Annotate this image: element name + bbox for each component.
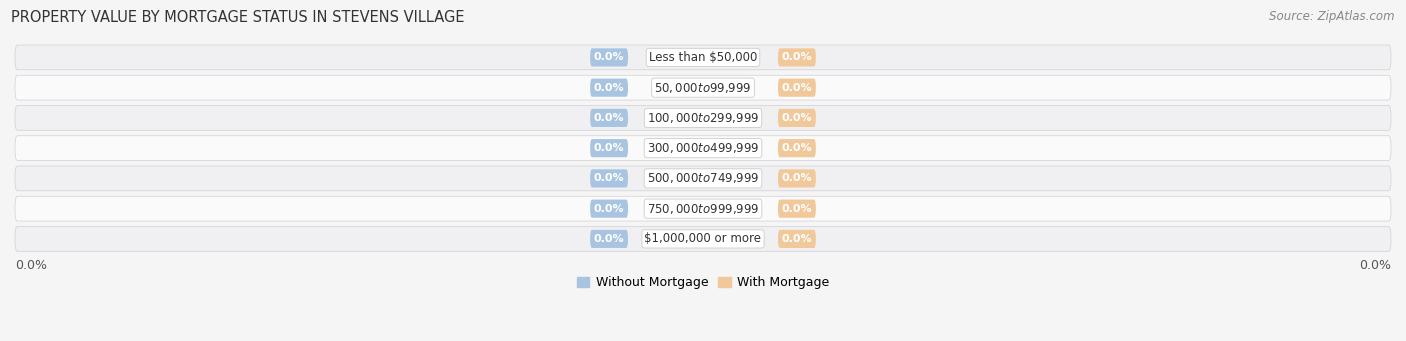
Text: $100,000 to $299,999: $100,000 to $299,999 (647, 111, 759, 125)
FancyBboxPatch shape (15, 226, 1391, 251)
FancyBboxPatch shape (15, 45, 1391, 70)
FancyBboxPatch shape (591, 109, 628, 127)
Text: $300,000 to $499,999: $300,000 to $499,999 (647, 141, 759, 155)
Text: 0.0%: 0.0% (593, 143, 624, 153)
FancyBboxPatch shape (591, 199, 628, 218)
Text: 0.0%: 0.0% (782, 113, 813, 123)
Text: Source: ZipAtlas.com: Source: ZipAtlas.com (1270, 10, 1395, 23)
FancyBboxPatch shape (778, 169, 815, 188)
Text: 0.0%: 0.0% (593, 53, 624, 62)
Text: 0.0%: 0.0% (593, 83, 624, 93)
Text: 0.0%: 0.0% (593, 174, 624, 183)
Text: $750,000 to $999,999: $750,000 to $999,999 (647, 202, 759, 216)
FancyBboxPatch shape (15, 196, 1391, 221)
FancyBboxPatch shape (778, 109, 815, 127)
FancyBboxPatch shape (778, 78, 815, 97)
Text: 0.0%: 0.0% (782, 174, 813, 183)
Text: Less than $50,000: Less than $50,000 (648, 51, 758, 64)
FancyBboxPatch shape (591, 230, 628, 248)
Text: $500,000 to $749,999: $500,000 to $749,999 (647, 172, 759, 186)
FancyBboxPatch shape (778, 230, 815, 248)
Text: 0.0%: 0.0% (782, 204, 813, 214)
FancyBboxPatch shape (591, 139, 628, 157)
Legend: Without Mortgage, With Mortgage: Without Mortgage, With Mortgage (572, 271, 834, 294)
FancyBboxPatch shape (778, 139, 815, 157)
FancyBboxPatch shape (15, 105, 1391, 130)
Text: 0.0%: 0.0% (593, 113, 624, 123)
Text: 0.0%: 0.0% (782, 53, 813, 62)
FancyBboxPatch shape (15, 166, 1391, 191)
Text: 0.0%: 0.0% (782, 234, 813, 244)
Text: 0.0%: 0.0% (593, 204, 624, 214)
Text: $1,000,000 or more: $1,000,000 or more (644, 233, 762, 246)
FancyBboxPatch shape (591, 48, 628, 66)
Text: 0.0%: 0.0% (1360, 258, 1391, 271)
Text: 0.0%: 0.0% (593, 234, 624, 244)
FancyBboxPatch shape (591, 78, 628, 97)
Text: 0.0%: 0.0% (782, 143, 813, 153)
Text: $50,000 to $99,999: $50,000 to $99,999 (654, 81, 752, 95)
FancyBboxPatch shape (15, 136, 1391, 161)
FancyBboxPatch shape (778, 48, 815, 66)
Text: PROPERTY VALUE BY MORTGAGE STATUS IN STEVENS VILLAGE: PROPERTY VALUE BY MORTGAGE STATUS IN STE… (11, 10, 465, 25)
FancyBboxPatch shape (15, 75, 1391, 100)
FancyBboxPatch shape (591, 169, 628, 188)
Text: 0.0%: 0.0% (15, 258, 46, 271)
Text: 0.0%: 0.0% (782, 83, 813, 93)
FancyBboxPatch shape (778, 199, 815, 218)
